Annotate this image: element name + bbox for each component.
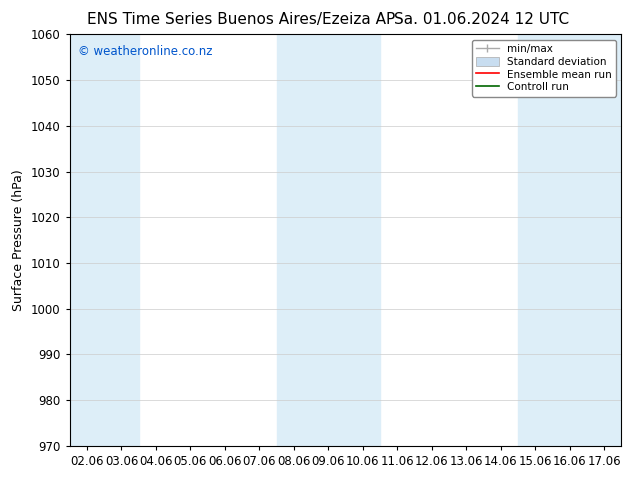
Bar: [518, 34, 621, 446]
Text: © weatheronline.co.nz: © weatheronline.co.nz: [78, 45, 212, 58]
Text: Sa. 01.06.2024 12 UTC: Sa. 01.06.2024 12 UTC: [394, 12, 569, 27]
Text: ENS Time Series Buenos Aires/Ezeiza AP: ENS Time Series Buenos Aires/Ezeiza AP: [87, 12, 395, 27]
Bar: [276, 34, 380, 446]
Legend: min/max, Standard deviation, Ensemble mean run, Controll run: min/max, Standard deviation, Ensemble me…: [472, 40, 616, 97]
Bar: [70, 34, 139, 446]
Y-axis label: Surface Pressure (hPa): Surface Pressure (hPa): [13, 169, 25, 311]
